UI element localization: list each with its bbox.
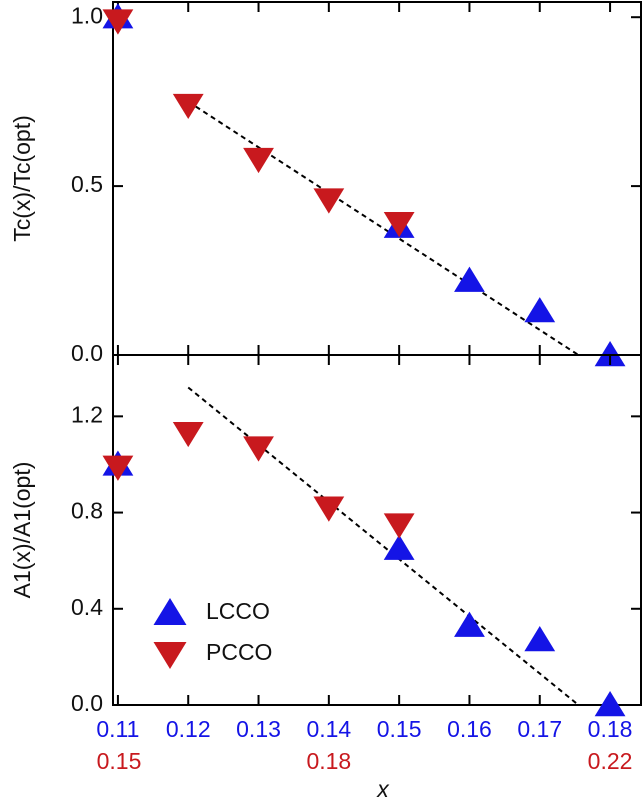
legend-label: LCCO bbox=[206, 598, 270, 624]
x2-tick-label: 0.18 bbox=[306, 748, 351, 774]
data-point bbox=[524, 626, 556, 652]
x-tick-label: 0.18 bbox=[588, 716, 633, 742]
data-point bbox=[594, 341, 626, 367]
x-tick-label: 0.13 bbox=[236, 716, 281, 742]
plot-frame bbox=[112, 354, 642, 706]
data-point bbox=[454, 266, 485, 292]
data-point bbox=[383, 212, 415, 238]
y-axis-label: A1(x)/A1(opt) bbox=[9, 462, 35, 599]
x2-tick-label: 0.15 bbox=[97, 748, 142, 774]
x-tick-label: 0.14 bbox=[306, 716, 351, 742]
data-point bbox=[172, 93, 204, 120]
x2-tick-label: 0.22 bbox=[588, 748, 633, 774]
data-point bbox=[313, 496, 345, 522]
x-axis-label: x bbox=[376, 776, 390, 802]
y-tick-label: 1.0 bbox=[71, 2, 103, 28]
data-point bbox=[524, 297, 556, 323]
x-tick-label: 0.16 bbox=[447, 716, 492, 742]
data-point bbox=[243, 436, 274, 462]
y-axis-label: Tc(x)/Tc(opt) bbox=[9, 115, 35, 242]
y-tick-label: 1.2 bbox=[71, 401, 103, 427]
data-point bbox=[102, 455, 134, 481]
legend-label: PCCO bbox=[206, 639, 272, 665]
x-tick-label: 0.11 bbox=[96, 716, 139, 742]
x-tick-label: 0.15 bbox=[377, 716, 422, 742]
data-point bbox=[383, 534, 415, 560]
x-tick-label: 0.17 bbox=[517, 716, 562, 742]
fit-line bbox=[187, 100, 579, 356]
legend-marker bbox=[153, 598, 187, 625]
y-tick-label: 0.8 bbox=[71, 498, 103, 524]
y-tick-label: 0.4 bbox=[71, 594, 103, 620]
plot-frame bbox=[112, 1, 642, 356]
data-point bbox=[243, 147, 274, 174]
x-tick-label: 0.12 bbox=[166, 716, 211, 742]
data-point bbox=[102, 9, 134, 35]
data-point bbox=[454, 611, 485, 637]
data-point bbox=[594, 691, 626, 717]
data-point bbox=[383, 513, 415, 539]
data-point bbox=[172, 421, 204, 448]
y-tick-label: 0.0 bbox=[71, 340, 103, 366]
y-tick-label: 0.5 bbox=[71, 171, 103, 197]
legend-marker bbox=[153, 642, 187, 669]
y-tick-label: 0.0 bbox=[71, 690, 103, 716]
data-point bbox=[313, 188, 345, 214]
